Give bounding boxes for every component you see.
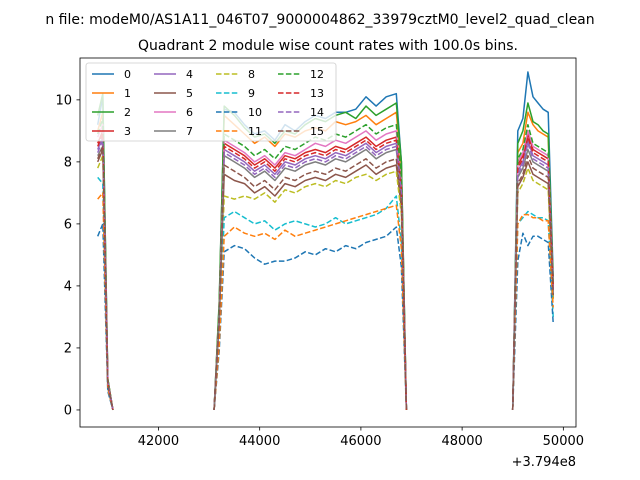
y-tick-label: 4 [64, 279, 72, 294]
series-8-line-seg-2 [511, 167, 554, 410]
legend-label-7: 7 [186, 125, 193, 138]
series-1-line-seg-2 [511, 111, 554, 410]
series-15-line-seg-1 [213, 158, 408, 410]
legend-label-4: 4 [186, 68, 193, 81]
legend-label-13: 13 [310, 87, 324, 100]
y-tick-label: 6 [64, 217, 72, 232]
series-14-line-seg-2 [511, 142, 554, 410]
series-7-line-seg-1 [213, 148, 408, 410]
series-13-line-seg-2 [511, 136, 554, 410]
chart-title: Quadrant 2 module wise count rates with … [138, 38, 518, 54]
y-tick-label: 0 [64, 403, 72, 418]
series-11-line-seg-2 [511, 213, 554, 410]
series-14-line-seg-1 [213, 145, 408, 410]
x-tick-label: 50000 [543, 434, 584, 449]
legend-box [85, 62, 337, 142]
legend-label-2: 2 [124, 106, 131, 119]
legend-label-11: 11 [248, 125, 262, 138]
plot-frame [79, 57, 577, 428]
y-tick-label: 2 [64, 341, 72, 356]
series-6-line-seg-1 [213, 130, 408, 410]
series-4-line-seg-2 [511, 139, 554, 410]
legend-label-5: 5 [186, 87, 193, 100]
series-15-line-seg-0 [97, 145, 114, 411]
series-10-line-seg-1 [213, 226, 408, 410]
y-tick-label: 10 [55, 93, 72, 108]
series-5-line-seg-2 [511, 161, 554, 410]
series-7-line-seg-2 [511, 148, 554, 410]
legend-label-6: 6 [186, 106, 193, 119]
legend-label-9: 9 [248, 87, 255, 100]
series-0-line-seg-2 [511, 71, 554, 410]
series-3-line-seg-1 [213, 136, 408, 410]
x-tick-label: 46000 [340, 434, 381, 449]
series-15-line-seg-2 [511, 154, 554, 410]
legend-label-14: 14 [310, 106, 324, 119]
legend-label-0: 0 [124, 68, 131, 81]
legend-label-1: 1 [124, 87, 131, 100]
x-offset-label: +3.794e8 [512, 455, 576, 470]
x-tick-label: 42000 [138, 434, 179, 449]
legend-label-10: 10 [248, 106, 262, 119]
legend-label-3: 3 [124, 125, 131, 138]
series-5-line-seg-1 [213, 164, 408, 410]
y-tick-label: 8 [64, 155, 72, 170]
x-tick-label: 44000 [239, 434, 280, 449]
legend-label-12: 12 [310, 68, 324, 81]
figure-suptitle: n file: modeM0/AS1A11_046T07_9000004862_… [45, 12, 594, 28]
series-10-line-seg-2 [511, 232, 554, 410]
series-8-line-seg-1 [213, 170, 408, 410]
series-9-line-seg-2 [511, 210, 554, 410]
series-4-line-seg-1 [213, 142, 408, 410]
series-13-line-seg-1 [213, 139, 408, 410]
series-12-line-seg-2 [511, 123, 554, 410]
series-2-line-seg-2 [511, 102, 554, 410]
series-6-line-seg-2 [511, 130, 554, 410]
series-11-line-seg-1 [213, 204, 408, 410]
series-9-line-seg-1 [213, 195, 408, 410]
legend-label-15: 15 [310, 125, 324, 138]
legend-label-8: 8 [248, 68, 255, 81]
series-3-line-seg-2 [511, 133, 554, 410]
x-tick-label: 48000 [441, 434, 482, 449]
